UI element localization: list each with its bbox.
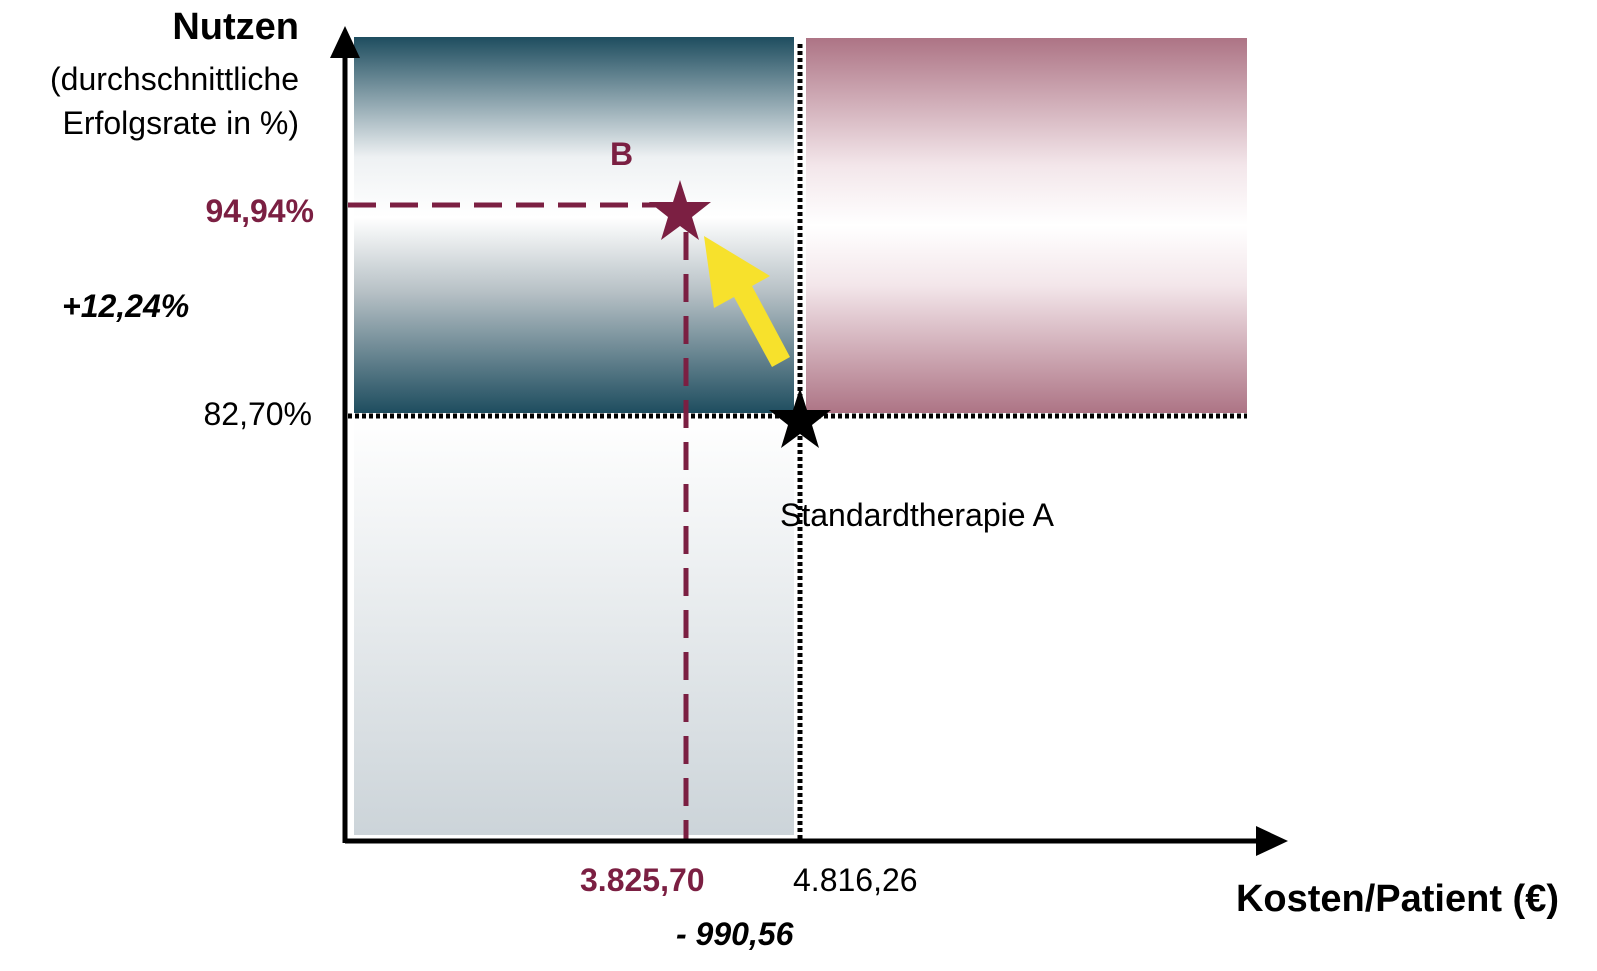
quadrant-upper-left [354,37,794,413]
benefit-delta-label: +12,24% [62,288,190,324]
x-axis-arrowhead [1256,826,1288,856]
therapy-b-star-icon [649,180,711,240]
therapy-b-label: B [610,136,634,172]
therapy-a-cost-label: 4.816,26 [793,862,918,898]
therapy-a-label: Standardtherapie A [780,497,1054,533]
therapy-a-star-icon [769,388,831,448]
therapy-a-benefit-label: 82,70% [203,396,312,432]
y-axis-arrowhead [330,26,360,58]
therapy-b-cost-label: 3.825,70 [580,862,705,898]
cost-delta-label: - 990,56 [676,916,794,952]
x-axis-title: Kosten/Patient (€) [1235,878,1559,920]
quadrant-lower-left [354,416,794,835]
improvement-arrow-icon [704,236,790,367]
quadrant-upper-right [806,38,1247,413]
y-axis-subtitle: (durchschnittliche Erfolgsrate in %) [50,61,299,141]
therapy-b-benefit-label: 94,94% [205,193,314,229]
y-axis-title: Nutzen [172,6,299,48]
